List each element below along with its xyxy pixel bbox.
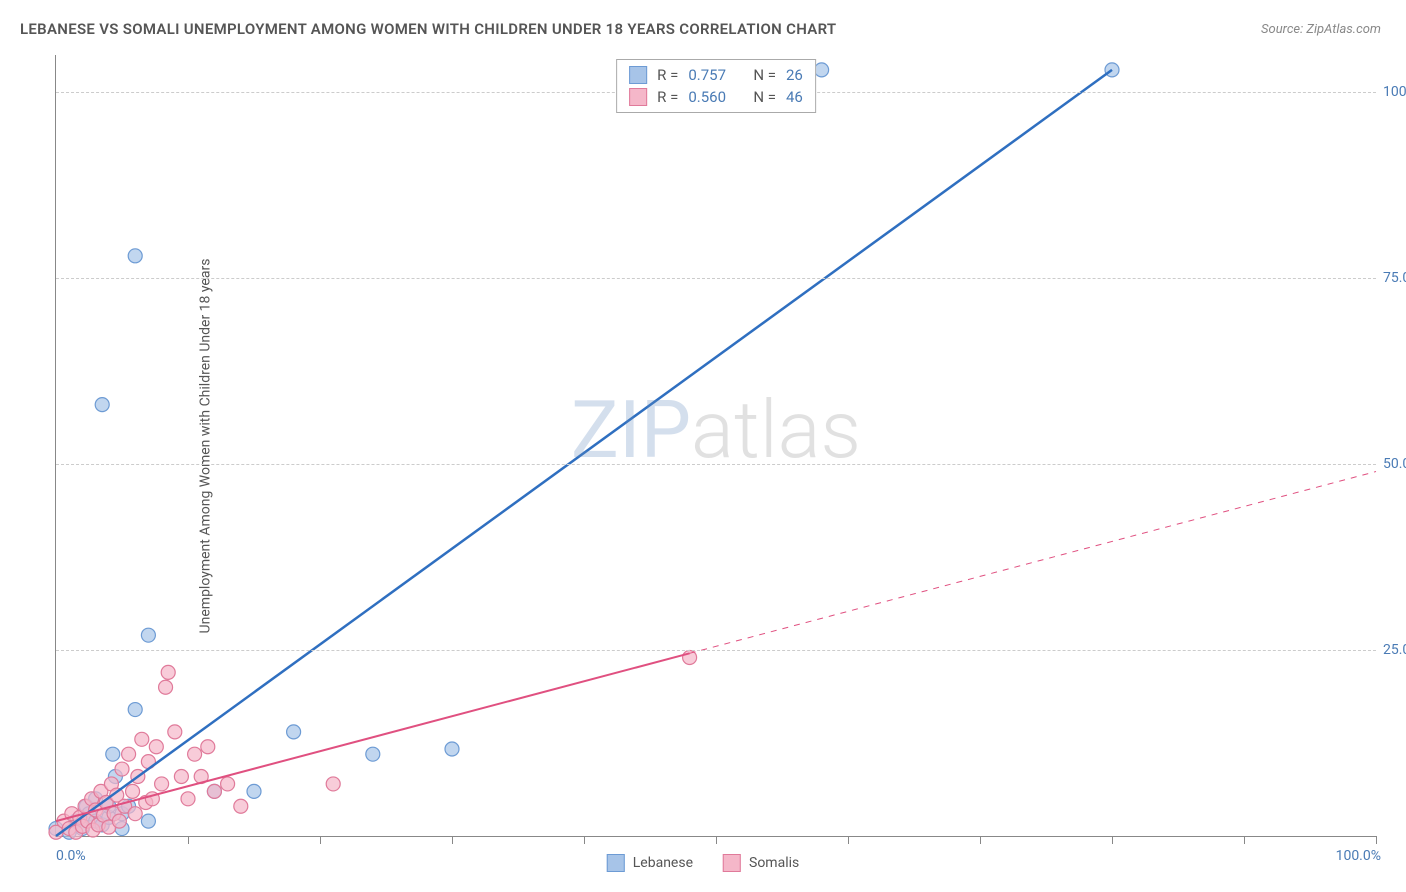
chart-area: ZIPatlas R = 0.757 N = 26 R = 0.560 N = …	[55, 55, 1376, 837]
r-label: R =	[657, 66, 678, 84]
n-label: N =	[753, 66, 776, 84]
swatch-somalis	[629, 88, 647, 106]
y-tick-label: 25.0%	[1383, 642, 1406, 658]
correlation-legend: R = 0.757 N = 26 R = 0.560 N = 46	[616, 59, 816, 113]
y-tick-label: 100.0%	[1383, 84, 1406, 100]
r-value-somalis: 0.560	[688, 88, 743, 106]
x-axis-max-label: 100.0%	[1336, 848, 1381, 864]
plot-svg	[56, 55, 1376, 836]
n-value-lebanese: 26	[786, 66, 803, 84]
n-label: N =	[753, 88, 776, 106]
chart-title: LEBANESE VS SOMALI UNEMPLOYMENT AMONG WO…	[20, 20, 836, 38]
swatch-icon	[607, 854, 625, 872]
n-value-somalis: 46	[786, 88, 803, 106]
legend-row-lebanese: R = 0.757 N = 26	[629, 64, 803, 86]
r-label: R =	[657, 88, 678, 106]
y-tick-label: 75.0%	[1383, 270, 1406, 286]
legend-item-somalis: Somalis	[723, 854, 799, 872]
swatch-icon	[723, 854, 741, 872]
x-axis-min-label: 0.0%	[56, 848, 86, 864]
source-label: Source: ZipAtlas.com	[1261, 22, 1381, 37]
swatch-lebanese	[629, 66, 647, 84]
y-tick-label: 50.0%	[1383, 456, 1406, 472]
legend-item-lebanese: Lebanese	[607, 854, 693, 872]
series-legend: Lebanese Somalis	[607, 854, 799, 872]
r-value-lebanese: 0.757	[688, 66, 743, 84]
legend-row-somalis: R = 0.560 N = 46	[629, 86, 803, 108]
legend-label: Somalis	[749, 855, 799, 871]
legend-label: Lebanese	[633, 855, 693, 871]
